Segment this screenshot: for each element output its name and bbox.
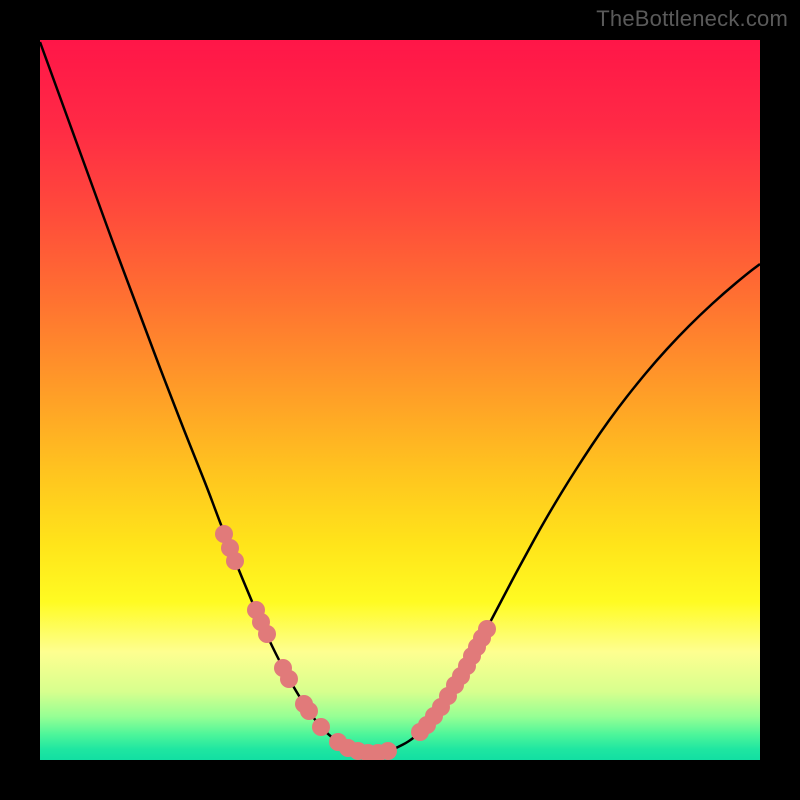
bottleneck-curve [40,42,760,753]
marker-dot [478,620,496,638]
marker-dot [300,702,318,720]
marker-dot [379,742,397,760]
stage: TheBottleneck.com [0,0,800,800]
chart-svg [40,40,760,760]
marker-dot [226,552,244,570]
marker-dot [312,718,330,736]
marker-dot [280,670,298,688]
marker-dot [258,625,276,643]
watermark-text: TheBottleneck.com [596,6,788,32]
markers-group [215,525,496,760]
plot-area [40,40,760,760]
